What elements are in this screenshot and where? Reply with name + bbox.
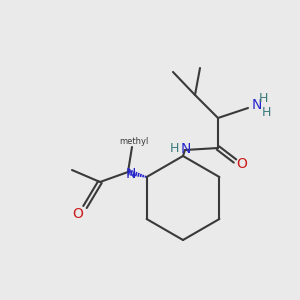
Text: N: N (126, 167, 136, 181)
Text: methyl: methyl (119, 136, 149, 146)
Text: N: N (252, 98, 262, 112)
Text: H: H (259, 92, 268, 106)
Text: H: H (169, 142, 179, 155)
Text: O: O (237, 157, 248, 171)
Text: N: N (181, 142, 191, 156)
Text: H: H (262, 106, 272, 118)
Text: O: O (73, 207, 83, 221)
